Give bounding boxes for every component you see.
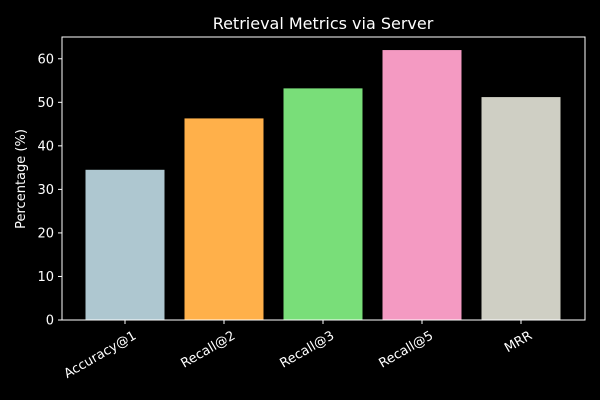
- bars-group: [85, 50, 561, 321]
- bar-accuracy-1: [85, 169, 165, 320]
- y-tick-label: 10: [37, 270, 54, 285]
- bar-recall-3: [283, 88, 363, 320]
- x-tick-label: MRR: [502, 328, 535, 356]
- x-tick-label: Recall@2: [178, 328, 238, 371]
- y-tick-label: 50: [37, 96, 54, 111]
- y-tick-label: 60: [37, 52, 54, 67]
- y-axis: 0 10 20 30 40 50 60: [37, 52, 62, 329]
- y-tick-label: 30: [37, 183, 54, 198]
- plot-frame: [61, 36, 586, 321]
- bar-recall-2: [184, 118, 264, 320]
- x-axis: Accuracy@1 Recall@2 Recall@3 Recall@5 MRR: [62, 320, 535, 382]
- y-tick-label: 0: [46, 314, 54, 329]
- y-axis-label: Percentage (%): [14, 129, 29, 229]
- bar-mrr: [481, 97, 561, 321]
- bar-recall-5: [382, 50, 462, 321]
- x-tick-label: Recall@3: [277, 328, 337, 371]
- x-tick-label: Recall@5: [376, 328, 436, 371]
- x-tick-label: Accuracy@1: [62, 328, 139, 381]
- chart-title: Retrieval Metrics via Server: [213, 14, 434, 33]
- y-tick-label: 40: [37, 139, 54, 154]
- y-tick-label: 20: [37, 226, 54, 241]
